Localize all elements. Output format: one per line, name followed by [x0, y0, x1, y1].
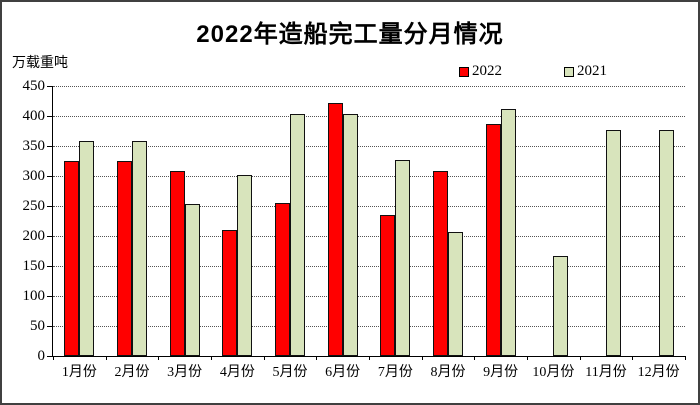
gridline-450 [53, 86, 685, 87]
y-axis-label-450: 450 [22, 78, 46, 94]
y-axis-label-100: 100 [22, 288, 46, 304]
bar-2021-6月份 [342, 114, 358, 356]
x-axis-tick-7 [421, 356, 423, 360]
bar-2022-8月份 [433, 170, 448, 356]
y-axis-label-150: 150 [22, 258, 46, 274]
y-axis-tick-450 [47, 86, 53, 87]
y-axis-label-400: 400 [22, 108, 46, 124]
bar-2021-3月份 [184, 203, 200, 356]
x-axis-label-1月份: 1月份 [61, 365, 97, 380]
x-axis-label-8月份: 8月份 [430, 365, 466, 380]
gridline-50 [53, 326, 685, 327]
y-axis-tick-300 [47, 176, 53, 177]
x-axis-tick-1 [105, 356, 107, 360]
x-axis-tick-4 [263, 356, 265, 360]
x-axis-tick-5 [316, 356, 318, 360]
gridline-400 [53, 116, 685, 117]
y-axis-tick-200 [47, 236, 53, 237]
x-axis-label-3月份: 3月份 [167, 365, 203, 380]
y-axis-tick-350 [47, 146, 53, 147]
bar-2022-7月份 [380, 215, 396, 356]
y-axis-unit-label: 万载重吨 [12, 56, 68, 71]
x-axis-label-9月份: 9月份 [483, 365, 519, 380]
y-axis-tick-250 [47, 206, 53, 207]
y-axis-tick-100 [47, 296, 53, 297]
y-axis-label-350: 350 [22, 138, 46, 154]
x-axis-tick-2 [158, 356, 160, 360]
legend-label-2022: 2022 [472, 63, 502, 79]
x-axis-label-2月份: 2月份 [114, 365, 150, 380]
y-axis-tick-0 [47, 356, 53, 357]
y-axis-label-200: 200 [22, 228, 46, 244]
y-axis-tick-50 [47, 326, 53, 327]
x-axis-label-11月份: 11月份 [585, 365, 627, 380]
legend-swatch-2021 [564, 66, 574, 77]
x-axis-tick-11 [632, 356, 634, 360]
x-axis-label-10月份: 10月份 [532, 365, 575, 380]
plot-area: 0 50 100 150 200 250 300 350 400 450 1月份 2月份 3月份 4月份 5… [23, 78, 686, 380]
bar-2022-1月份 [64, 161, 80, 356]
x-axis-tick-8 [474, 356, 476, 360]
bar-2021-10月份 [553, 255, 569, 356]
bar-2022-5月份 [275, 203, 290, 356]
y-axis-label-250: 250 [22, 198, 46, 214]
bar-2022-3月份 [169, 171, 185, 356]
bar-2021-12月份 [658, 129, 674, 356]
legend-label-2021: 2021 [577, 63, 607, 79]
bar-2022-6月份 [327, 103, 343, 356]
x-axis-label-12月份: 12月份 [637, 365, 680, 380]
bar-2022-4月份 [222, 230, 238, 356]
bar-2021-11月份 [606, 129, 621, 356]
y-axis-tick-150 [47, 266, 53, 267]
bar-2021-9月份 [500, 108, 516, 356]
bar-2021-4月份 [237, 175, 253, 356]
y-axis-tick-400 [47, 116, 53, 117]
x-axis-tick-0 [53, 356, 54, 360]
bar-2021-5月份 [290, 114, 305, 356]
bar-2022-9月份 [485, 124, 501, 356]
y-axis-label-50: 50 [30, 318, 45, 334]
x-axis-tick-10 [579, 356, 581, 360]
bar-2022-2月份 [117, 161, 132, 356]
x-axis-tick-12 [685, 356, 686, 360]
gridline-200 [53, 236, 685, 237]
bar-2021-1月份 [79, 141, 95, 356]
legend-swatch-2022 [459, 66, 469, 77]
bar-2021-8月份 [448, 231, 463, 356]
gridline-350 [53, 146, 685, 147]
x-axis-tick-9 [527, 356, 528, 360]
bar-2021-7月份 [395, 160, 411, 356]
legend-item-2022: 2022 [459, 63, 502, 80]
gridline-300 [53, 176, 685, 177]
x-axis-tick-6 [369, 356, 370, 360]
x-axis-label-5月份: 5月份 [272, 365, 308, 380]
gridline-250 [53, 206, 685, 207]
chart-title: 2022年造船完工量分月情况 [196, 21, 504, 48]
legend-item-2021: 2021 [564, 63, 607, 80]
x-axis-label-7月份: 7月份 [377, 365, 413, 380]
x-axis-label-4月份: 4月份 [219, 365, 255, 380]
x-axis-tick-3 [211, 356, 212, 360]
legend: 2022 2021 [2, 62, 698, 80]
x-axis-label-6月份: 6月份 [325, 365, 361, 380]
bar-2021-2月份 [132, 141, 147, 356]
y-axis-label-300: 300 [22, 168, 46, 184]
y-axis-label-0: 0 [37, 348, 46, 364]
gridline-150 [53, 266, 685, 267]
gridline-100 [53, 296, 685, 297]
